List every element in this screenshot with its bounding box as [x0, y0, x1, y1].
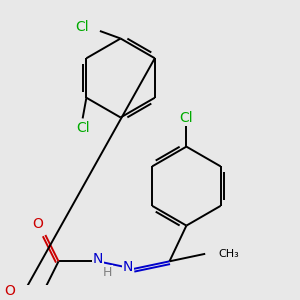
Text: Cl: Cl [76, 121, 89, 135]
Text: O: O [4, 284, 15, 298]
Text: Cl: Cl [75, 20, 88, 34]
Text: N: N [123, 260, 133, 274]
Text: N: N [93, 252, 103, 266]
Text: O: O [32, 217, 43, 231]
Text: CH₃: CH₃ [218, 249, 239, 259]
Text: H: H [103, 266, 112, 279]
Text: Cl: Cl [180, 111, 193, 125]
